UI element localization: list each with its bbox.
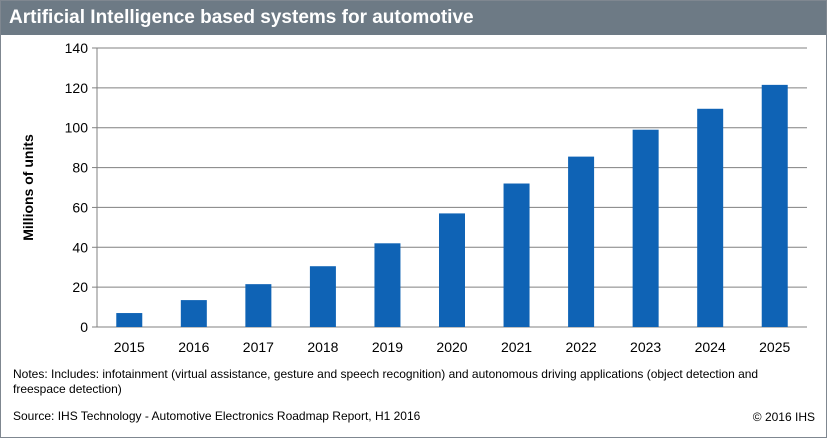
chart-title: Artificial Intelligence based systems fo… xyxy=(9,7,474,28)
bar xyxy=(116,313,143,327)
y-tick-label: 100 xyxy=(65,120,89,136)
bar xyxy=(568,156,595,327)
copyright: © 2016 IHS xyxy=(752,410,815,424)
x-tick-label: 2019 xyxy=(372,339,403,355)
bar xyxy=(180,300,207,327)
y-tick-label: 80 xyxy=(72,160,88,176)
bar xyxy=(632,129,659,327)
bar xyxy=(374,243,401,327)
bar xyxy=(697,108,724,328)
y-tick-label: 140 xyxy=(65,40,89,56)
x-tick-label: 2015 xyxy=(114,339,145,355)
y-tick-label: 120 xyxy=(65,80,89,96)
x-tick-label: 2020 xyxy=(436,339,467,355)
bar xyxy=(309,266,336,327)
bar xyxy=(245,284,272,327)
chart-source: Source: IHS Technology - Automotive Elec… xyxy=(13,409,421,423)
chart-notes: Notes: Includes: infotainment (virtual a… xyxy=(13,367,759,396)
y-tick-label: 0 xyxy=(80,319,88,335)
x-tick-label: 2023 xyxy=(630,339,661,355)
x-tick-label: 2018 xyxy=(307,339,338,355)
x-tick-label: 2016 xyxy=(178,339,209,355)
y-axis-label: Millions of units xyxy=(20,134,36,241)
x-tick-label: 2017 xyxy=(243,339,274,355)
y-tick-label: 60 xyxy=(72,199,88,215)
y-tick-label: 40 xyxy=(72,239,88,255)
y-tick-label: 20 xyxy=(72,279,88,295)
bar-chart: 0 20 40 60 80 100 120 140 2015 2016 2017 2018 2019 20… xyxy=(20,40,807,355)
x-tick-label: 2021 xyxy=(501,339,532,355)
bar xyxy=(503,183,530,327)
x-tick-label: 2025 xyxy=(759,339,790,355)
bar xyxy=(761,84,788,327)
bar xyxy=(439,213,465,327)
x-tick-label: 2022 xyxy=(566,339,597,355)
title-bar: Artificial Intelligence based systems fo… xyxy=(1,1,826,35)
x-tick-label: 2024 xyxy=(695,339,726,355)
